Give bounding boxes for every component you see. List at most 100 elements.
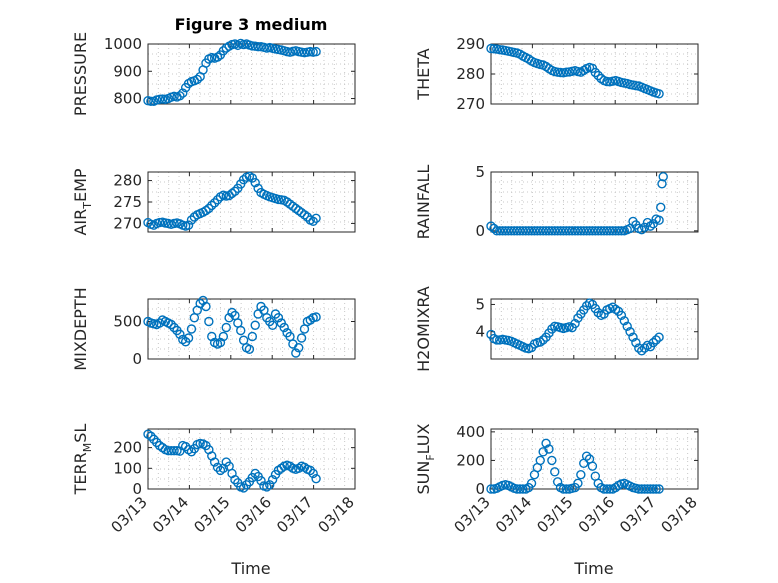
data-point — [613, 226, 624, 236]
data-point — [224, 313, 234, 323]
data-point — [209, 198, 220, 208]
data-point — [622, 321, 632, 331]
data-point — [178, 334, 188, 345]
data-point — [576, 470, 586, 480]
y-tick-label: 0 — [475, 222, 485, 240]
data-point — [550, 467, 560, 477]
data-point — [227, 188, 237, 199]
data-point — [250, 468, 260, 479]
data-point — [654, 484, 664, 494]
data-point — [590, 67, 601, 78]
y-axis-label: SUNFLUX — [414, 423, 437, 494]
x-axis-label-right: Time — [573, 559, 613, 578]
data-point — [146, 96, 156, 106]
data-point — [183, 333, 194, 343]
data-point — [149, 434, 159, 445]
data-point — [175, 91, 185, 101]
data-point — [299, 210, 310, 220]
data-point — [616, 226, 627, 236]
data-point — [311, 46, 321, 57]
y-tick-label: 5 — [475, 295, 485, 313]
data-point — [183, 220, 194, 230]
data-point — [241, 480, 252, 490]
data-point — [209, 457, 220, 467]
data-point — [657, 179, 667, 189]
y-tick-label: 270 — [456, 95, 485, 113]
data-point — [658, 172, 668, 182]
data-point — [247, 173, 258, 183]
data-point — [486, 484, 496, 494]
data-point — [212, 195, 223, 205]
data-point — [250, 178, 260, 188]
data-point — [628, 332, 638, 342]
data-point — [293, 343, 304, 353]
data-point — [305, 465, 315, 476]
data-point — [212, 462, 223, 472]
data-point — [311, 473, 321, 484]
data-point — [250, 320, 260, 330]
data-point — [227, 307, 237, 318]
data-point — [212, 52, 223, 62]
data-point — [230, 186, 240, 196]
data-point — [634, 343, 644, 353]
data-point — [175, 446, 185, 456]
data-point — [656, 202, 666, 212]
data-point — [166, 446, 176, 456]
y-axis-label: AIRTEMP — [71, 168, 94, 235]
data-point — [273, 313, 284, 323]
data-point — [207, 200, 217, 211]
data-point — [654, 89, 664, 99]
data-point — [267, 474, 278, 485]
data-point — [166, 319, 176, 330]
y-tick-label: 1000 — [104, 35, 142, 53]
data-point — [538, 447, 548, 457]
data-point — [639, 222, 650, 232]
data-point — [296, 333, 307, 343]
data-point — [256, 476, 266, 486]
subplot-pressure: 800 900 1000 PRESSURE — [71, 32, 356, 116]
data-point — [654, 215, 664, 225]
data-point — [587, 461, 598, 471]
data-point — [593, 307, 603, 318]
data-point — [570, 318, 580, 329]
y-tick-label: 0 — [475, 480, 485, 498]
data-point — [593, 70, 603, 81]
data-point — [253, 42, 263, 52]
data-point — [648, 484, 658, 494]
data-point — [247, 41, 258, 51]
data-point — [221, 322, 231, 333]
data-point — [247, 331, 258, 342]
data-point — [535, 337, 545, 347]
data-point — [619, 316, 630, 326]
data-point — [558, 484, 569, 494]
data-point — [186, 447, 197, 457]
data-point — [515, 484, 525, 494]
data-point — [518, 484, 528, 494]
data-point — [547, 324, 557, 334]
data-point — [180, 441, 191, 452]
data-point — [311, 213, 321, 223]
data-point — [489, 223, 499, 234]
data-point — [308, 216, 318, 226]
y-axis-label: TERRMSL — [71, 424, 94, 496]
data-point — [178, 88, 188, 98]
data-point — [552, 477, 563, 487]
subplot-mixdepth: 0 500 MIXDEPTH — [71, 287, 356, 371]
data-point — [236, 325, 246, 336]
data-point — [526, 478, 537, 488]
data-point — [311, 312, 321, 322]
data-point — [625, 327, 635, 337]
data-point — [157, 94, 168, 104]
data-point — [244, 344, 255, 354]
data-point — [265, 480, 275, 490]
data-point — [547, 455, 557, 466]
data-point — [218, 331, 229, 342]
y-tick-label: 400 — [456, 423, 485, 441]
data-point — [631, 337, 641, 348]
axes-box — [490, 298, 699, 360]
y-axis-label: H2OMIXRA — [414, 286, 433, 372]
data-point — [538, 335, 548, 345]
data-point — [186, 215, 197, 225]
data-point — [573, 478, 583, 488]
